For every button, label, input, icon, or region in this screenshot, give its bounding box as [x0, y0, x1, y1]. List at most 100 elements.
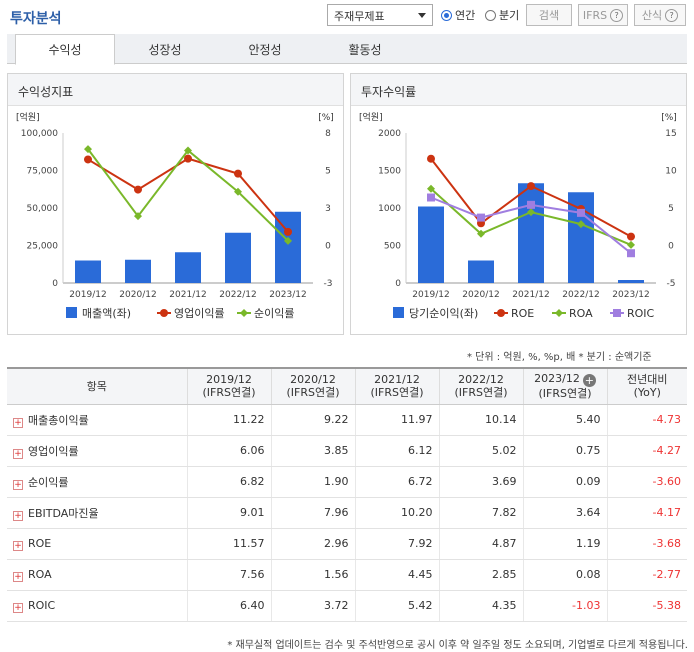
table-cell: 6.12 — [355, 435, 440, 467]
radio-annual[interactable]: 연간 — [441, 7, 475, 23]
x-tick-label: 2021/12 — [169, 290, 206, 300]
table-cell: 5.42 — [355, 590, 440, 622]
radio-quarter[interactable]: 분기 — [485, 7, 519, 23]
table-cell: 5.02 — [439, 435, 524, 467]
table-row: + ROE 11.57 2.96 7.92 4.87 1.19 -3.68 — [7, 528, 687, 560]
search-button[interactable]: 검색 — [526, 4, 572, 26]
bar-매출액(좌) — [175, 252, 201, 283]
y-tick-left: 2000 — [378, 129, 401, 139]
profitability-chart-panel: 수익성지표 [억원] [%] 100,000 8 75,000 5 50,000 3 25,00… — [7, 73, 344, 335]
table-cell: 0.75 — [523, 435, 608, 467]
table-cell: 4.87 — [439, 528, 524, 560]
table-cell: 7.92 — [355, 528, 440, 560]
x-tick-label: 2019/12 — [69, 290, 106, 300]
y-tick-right: 5 — [325, 167, 331, 177]
formula-help-button[interactable]: 산식? — [634, 4, 686, 26]
table-cell: -4.73 — [607, 404, 687, 436]
col-header-text: 2019/12 — [206, 373, 252, 387]
y-tick-right: 5 — [668, 204, 674, 214]
expand-row-icon[interactable]: + — [13, 571, 23, 582]
table-cell: 9.22 — [271, 404, 356, 436]
col-header-text: 2022/12 — [458, 373, 504, 387]
panel-title: 투자수익률 — [351, 74, 686, 106]
row-label[interactable]: + ROE — [7, 528, 188, 560]
bar-당기순이익(좌) — [468, 260, 494, 283]
help-icon: ? — [610, 8, 624, 22]
table-cell: 1.56 — [271, 559, 356, 591]
point-순이익률 — [134, 212, 142, 221]
table-cell: 5.40 — [523, 404, 608, 436]
row-label[interactable]: + 매출총이익률 — [7, 404, 188, 436]
row-label-text: 매출총이익률 — [28, 413, 89, 427]
table-cell: 3.85 — [271, 435, 356, 467]
row-label[interactable]: + ROIC — [7, 590, 188, 622]
expand-plus-icon[interactable]: + — [582, 374, 596, 388]
radio-annual-label: 연간 — [455, 9, 476, 22]
tab-profitability[interactable]: 수익성 — [15, 34, 115, 65]
bar-당기순이익(좌) — [418, 206, 444, 283]
series-line-순이익률 — [87, 148, 289, 242]
legend-icon — [555, 309, 563, 317]
expand-row-icon[interactable]: + — [13, 510, 23, 521]
table-cell: -3.60 — [607, 466, 687, 498]
units-note: * 단위 : 억원, %, %p, 배 * 분기 : 순액기준 — [467, 352, 652, 363]
table-row: + ROIC 6.40 3.72 5.42 4.35 -1.03 -5.38 — [7, 590, 687, 622]
point-ROIC — [627, 249, 635, 258]
col-header-text: (IFRS연결) — [370, 386, 424, 400]
y-tick-left: 75,000 — [27, 167, 59, 177]
tab-stability[interactable]: 안정성 — [248, 42, 282, 57]
ifrs-label: IFRS — [582, 8, 608, 22]
legend-icon — [66, 307, 77, 318]
table-cell: 11.57 — [187, 528, 272, 560]
point-ROIC — [477, 213, 485, 222]
table-cell: 4.45 — [355, 559, 440, 591]
return-chart: [억원] [%] 2000 15 1500 10 1000 5 500 0 0 -5 2019/12 20… — [359, 111, 677, 320]
col-header-text: (IFRS연결) — [202, 386, 256, 400]
tab-activity[interactable]: 활동성 — [348, 42, 382, 57]
table-cell: 0.08 — [523, 559, 608, 591]
bar-매출액(좌) — [275, 211, 301, 283]
expand-row-icon[interactable]: + — [13, 602, 23, 613]
y-tick-left: 50,000 — [27, 204, 59, 214]
legend-label: ROIC — [627, 307, 655, 320]
expand-row-icon[interactable]: + — [13, 540, 23, 551]
row-label[interactable]: + 영업이익률 — [7, 435, 188, 467]
table-cell: 6.82 — [187, 466, 272, 498]
expand-row-icon[interactable]: + — [13, 479, 23, 490]
legend-label: 당기순이익(좌) — [409, 307, 478, 320]
col-header-5[interactable]: 2023/12 + (IFRS연결) — [523, 367, 608, 405]
table-cell: -2.77 — [607, 559, 687, 591]
bar-당기순이익(좌) — [618, 280, 644, 283]
tab-growth[interactable]: 성장성 — [148, 42, 182, 57]
point-ROE — [627, 232, 635, 241]
legend-label: ROA — [569, 307, 593, 320]
legend-label: ROE — [511, 307, 534, 320]
point-ROIC — [577, 208, 585, 217]
col-header-item: 항목 — [7, 367, 188, 405]
table-cell: 2.96 — [271, 528, 356, 560]
expand-row-icon[interactable]: + — [13, 448, 23, 459]
expand-row-icon[interactable]: + — [13, 417, 23, 428]
row-label[interactable]: + ROA — [7, 559, 188, 591]
row-label-text: EBITDA마진율 — [28, 506, 99, 520]
table-cell: 6.72 — [355, 466, 440, 498]
table-cell: 1.90 — [271, 466, 356, 498]
return-chart-panel: 투자수익률 [억원] [%] 2000 15 1500 10 1000 5 500 0 0 -5 201… — [350, 73, 687, 335]
table-cell: -4.27 — [607, 435, 687, 467]
row-label[interactable]: + 순이익률 — [7, 466, 188, 498]
row-label-text: 순이익률 — [28, 475, 69, 489]
point-ROA — [477, 229, 485, 238]
bar-당기순이익(좌) — [518, 183, 544, 283]
table-cell: 6.06 — [187, 435, 272, 467]
ifrs-help-button[interactable]: IFRS? — [578, 4, 628, 26]
radio-annual-dot[interactable] — [441, 9, 452, 21]
table-cell: 11.22 — [187, 404, 272, 436]
legend-label: 영업이익률 — [174, 307, 225, 320]
point-ROIC — [527, 200, 535, 209]
table-cell: 2.85 — [439, 559, 524, 591]
y-tick-left: 1000 — [378, 204, 401, 214]
statement-select[interactable]: 주재무제표 — [327, 4, 433, 26]
point-영업이익률 — [234, 169, 242, 178]
radio-quarter-dot[interactable] — [485, 9, 496, 21]
row-label[interactable]: + EBITDA마진율 — [7, 497, 188, 529]
